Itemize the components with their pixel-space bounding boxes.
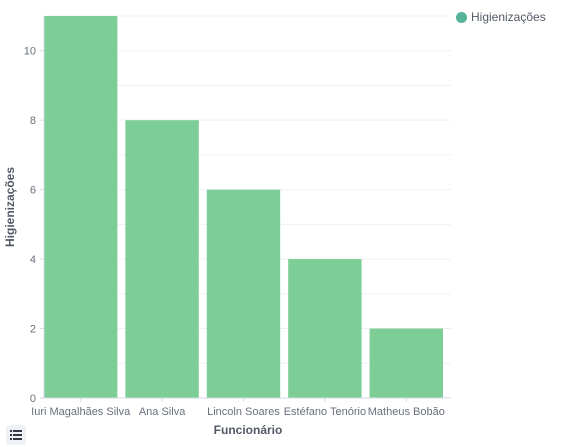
y-tick-label: 10 <box>24 46 36 58</box>
y-tick-label: 6 <box>30 185 36 197</box>
x-tick-label: Ana Silva <box>139 406 186 418</box>
legend-toggle-button[interactable] <box>6 425 26 445</box>
bar[interactable] <box>125 120 199 398</box>
x-axis-title: Funcionário <box>214 423 283 437</box>
list-icon <box>10 430 22 440</box>
y-tick-label: 8 <box>30 115 36 127</box>
bar[interactable] <box>206 189 281 398</box>
bar[interactable] <box>288 259 362 398</box>
y-tick-label: 0 <box>30 393 36 405</box>
legend-dot-icon <box>456 11 467 23</box>
legend-label: Higienizações <box>471 10 546 24</box>
y-tick-label: 2 <box>30 324 36 336</box>
x-tick-label: Matheus Bobão <box>368 406 445 418</box>
bar[interactable] <box>44 16 118 398</box>
legend-item-higienizacoes[interactable]: Higienizações <box>456 10 546 24</box>
bars <box>44 16 443 398</box>
y-axis-ticks: 0 2 4 6 8 10 <box>24 46 44 405</box>
x-tick-label: Lincoln Soares <box>207 406 280 418</box>
bar[interactable] <box>369 328 443 398</box>
y-axis-title: Higienizações <box>3 167 17 247</box>
x-tick-label: Estéfano Tenório <box>284 406 366 418</box>
y-tick-label: 4 <box>30 254 36 266</box>
x-axis-ticks: Iuri Magalhães Silva Ana Silva Lincoln Soa… <box>31 398 445 418</box>
x-tick-label: Iuri Magalhães Silva <box>31 406 131 418</box>
